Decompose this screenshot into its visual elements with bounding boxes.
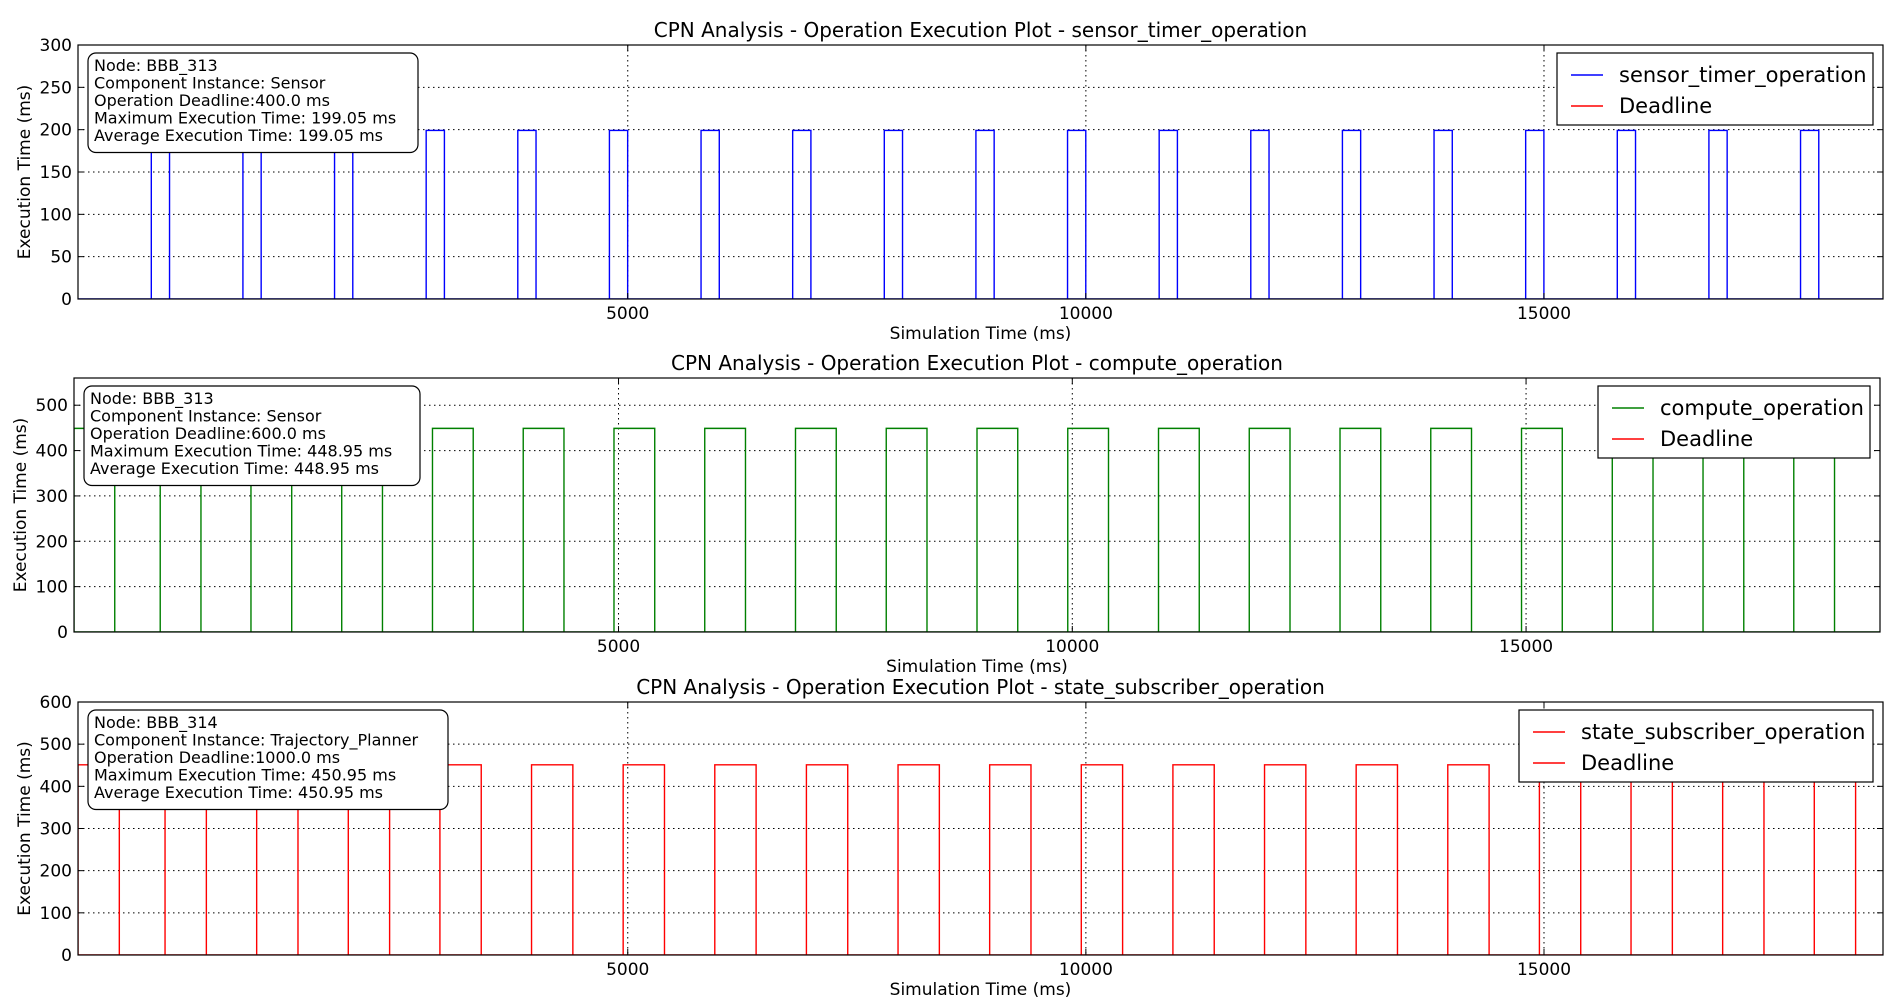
x-tick-label: 5000 <box>606 304 649 324</box>
x-tick-label: 10000 <box>1045 637 1099 657</box>
legend-label: sensor_timer_operation <box>1619 63 1867 88</box>
y-tick-label: 300 <box>40 820 72 840</box>
legend-label: compute_operation <box>1660 396 1864 421</box>
y-tick-label: 0 <box>57 623 68 643</box>
x-tick-label: 15000 <box>1517 960 1571 980</box>
info-box-line: Operation Deadline:600.0 ms <box>90 424 326 443</box>
y-tick-label: 500 <box>36 396 68 416</box>
y-axis-label: Execution Time (ms) <box>11 418 31 593</box>
chart-title: CPN Analysis - Operation Execution Plot … <box>636 675 1325 699</box>
info-box-line: Operation Deadline:400.0 ms <box>94 91 330 110</box>
y-tick-label: 500 <box>40 735 72 755</box>
chart-2: CPN Analysis - Operation Execution Plot … <box>11 351 1880 677</box>
y-tick-label: 50 <box>50 248 72 268</box>
x-tick-label: 5000 <box>606 960 649 980</box>
y-tick-label: 250 <box>40 78 72 98</box>
legend-label: Deadline <box>1581 751 1674 775</box>
chart-title: CPN Analysis - Operation Execution Plot … <box>654 18 1307 42</box>
y-axis-label: Execution Time (ms) <box>15 85 35 260</box>
y-tick-label: 200 <box>36 532 68 552</box>
chart-3: CPN Analysis - Operation Execution Plot … <box>15 675 1883 1000</box>
info-box-line: Maximum Execution Time: 199.05 ms <box>94 109 396 128</box>
x-tick-label: 10000 <box>1059 960 1113 980</box>
info-box-line: Average Execution Time: 448.95 ms <box>90 459 379 478</box>
y-tick-label: 100 <box>40 205 72 225</box>
info-box-line: Maximum Execution Time: 450.95 ms <box>94 766 396 785</box>
legend-label: Deadline <box>1660 427 1753 451</box>
x-axis-label: Simulation Time (ms) <box>890 980 1072 1000</box>
info-box-line: Component Instance: Sensor <box>94 74 326 93</box>
y-tick-label: 0 <box>61 290 72 310</box>
info-box-line: Operation Deadline:1000.0 ms <box>94 748 340 767</box>
legend-label: state_subscriber_operation <box>1581 720 1865 745</box>
y-tick-label: 100 <box>40 904 72 924</box>
x-tick-label: 15000 <box>1499 637 1553 657</box>
y-tick-label: 300 <box>40 36 72 56</box>
y-tick-label: 100 <box>36 578 68 598</box>
y-tick-label: 150 <box>40 163 72 183</box>
legend-label: Deadline <box>1619 94 1712 118</box>
x-axis-label: Simulation Time (ms) <box>890 324 1072 344</box>
y-tick-label: 200 <box>40 862 72 882</box>
y-tick-label: 300 <box>36 487 68 507</box>
x-tick-label: 10000 <box>1059 304 1113 324</box>
info-box-line: Average Execution Time: 199.05 ms <box>94 126 383 145</box>
y-axis-label: Execution Time (ms) <box>15 741 35 916</box>
info-box-line: Component Instance: Sensor <box>90 407 322 426</box>
y-tick-label: 200 <box>40 121 72 141</box>
x-tick-label: 15000 <box>1517 304 1571 324</box>
x-axis-label: Simulation Time (ms) <box>886 657 1068 677</box>
y-tick-label: 0 <box>61 946 72 966</box>
chart-title: CPN Analysis - Operation Execution Plot … <box>671 351 1283 375</box>
y-tick-label: 600 <box>40 693 72 713</box>
info-box-line: Maximum Execution Time: 448.95 ms <box>90 442 392 461</box>
x-tick-label: 5000 <box>597 637 640 657</box>
y-tick-label: 400 <box>36 442 68 462</box>
chart-1: CPN Analysis - Operation Execution Plot … <box>15 18 1883 344</box>
y-tick-label: 400 <box>40 777 72 797</box>
info-box-line: Average Execution Time: 450.95 ms <box>94 783 383 802</box>
